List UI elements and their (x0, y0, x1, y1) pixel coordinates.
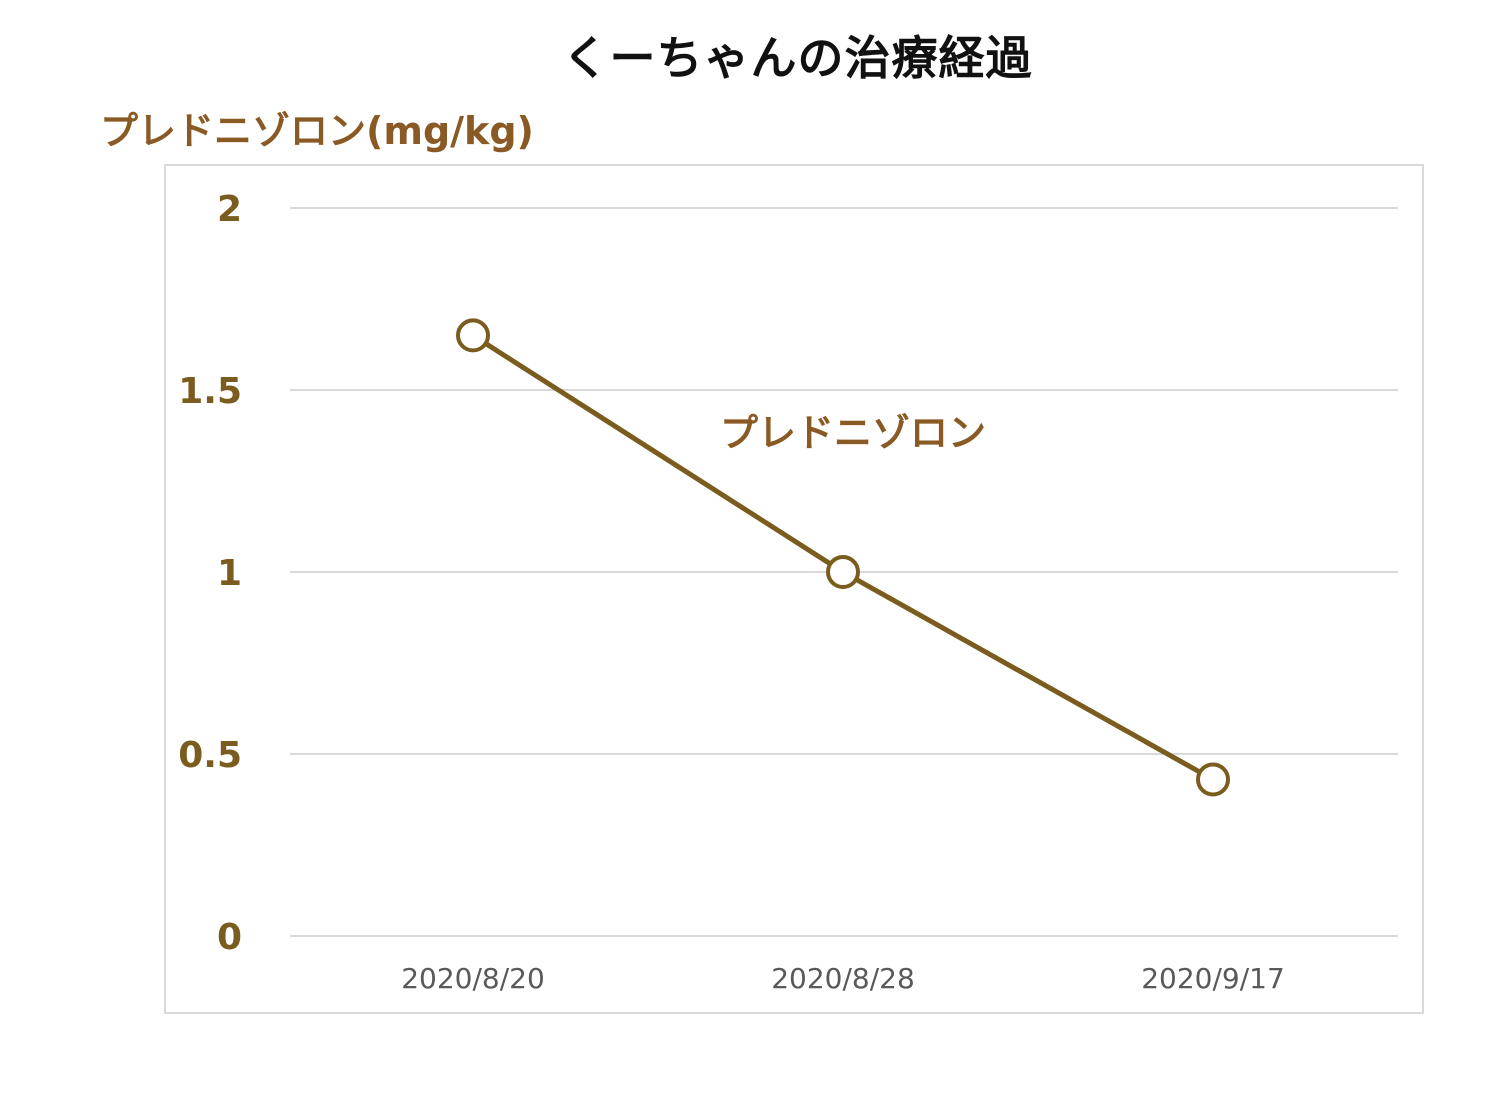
y-tick-label-3: 1.5 (178, 371, 242, 412)
data-point-0-1 (826, 555, 860, 589)
x-tick-label-0: 2020/8/20 (401, 962, 545, 995)
series-labels: プレドニゾロン (720, 411, 986, 455)
data-point-0-0 (456, 318, 490, 353)
x-tick-label-1: 2020/8/28 (771, 962, 915, 995)
data-point-0-2 (1196, 762, 1230, 797)
chart-title: くーちゃんの治療経過 (562, 31, 1033, 85)
series-label-0: プレドニゾロン (720, 411, 986, 455)
y-tick-label-2: 1 (217, 553, 242, 594)
series-points (456, 318, 1230, 797)
y-tick-labels: 0 0.5 1 1.5 2 (178, 189, 242, 958)
x-tick-label-2: 2020/9/17 (1141, 962, 1285, 995)
y-tick-label-1: 0.5 (178, 735, 242, 776)
y-tick-label-4: 2 (217, 189, 242, 230)
x-tick-labels: 2020/8/20 2020/8/28 2020/9/17 (401, 962, 1285, 995)
y-axis-label: プレドニゾロン(mg/kg) (100, 109, 534, 153)
y-tick-label-0: 0 (217, 917, 242, 958)
chart-frame (164, 164, 1424, 1014)
